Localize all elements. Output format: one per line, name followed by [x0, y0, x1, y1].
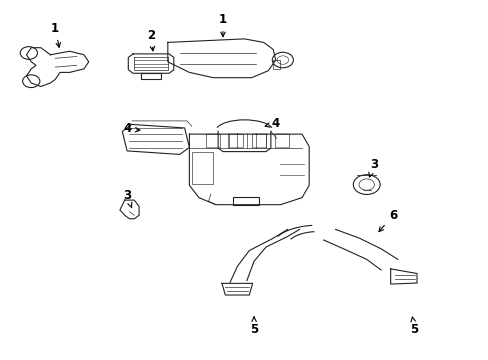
- Bar: [141, 73, 160, 78]
- Text: 5: 5: [249, 317, 258, 337]
- Text: 1: 1: [51, 22, 61, 47]
- Text: 4: 4: [122, 122, 140, 135]
- Bar: [191, 152, 213, 184]
- Text: 1: 1: [219, 13, 226, 37]
- Text: 4: 4: [264, 117, 279, 130]
- Text: 6: 6: [378, 209, 396, 231]
- Bar: [232, 197, 258, 205]
- Text: 5: 5: [409, 317, 418, 337]
- Text: 3: 3: [123, 189, 132, 208]
- Bar: [273, 60, 280, 69]
- Text: 2: 2: [147, 29, 155, 51]
- Text: 3: 3: [368, 158, 377, 177]
